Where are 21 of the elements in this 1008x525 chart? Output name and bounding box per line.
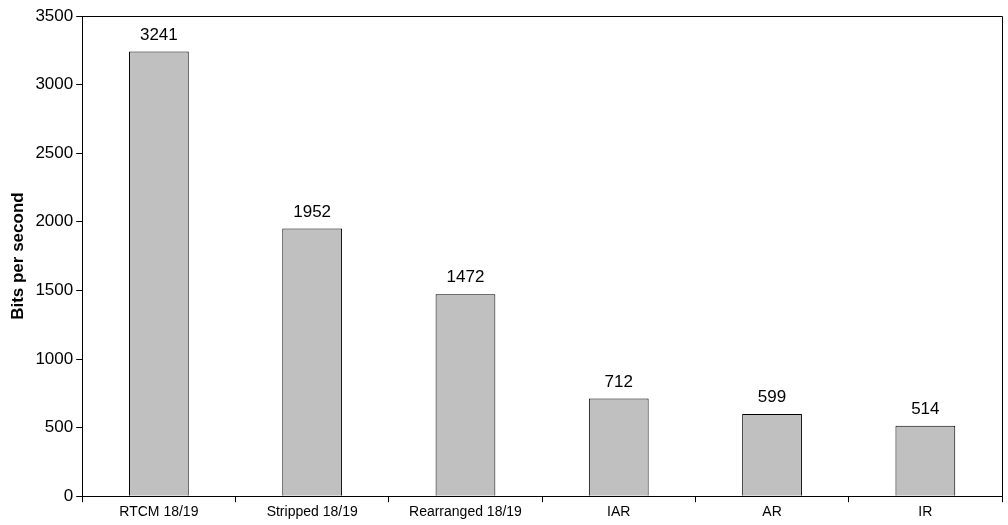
y-tick-label: 1000 [35, 348, 74, 368]
x-tick-label: IAR [607, 503, 631, 520]
x-tick-label: Stripped 18/19 [266, 503, 358, 520]
data-label: 514 [911, 398, 940, 418]
y-tick-label: 1500 [35, 280, 74, 300]
data-label: 1472 [446, 267, 485, 287]
x-tick-label: Rearranged 18/19 [409, 503, 523, 520]
y-tick-label: 3000 [35, 74, 74, 94]
data-label: 712 [604, 371, 633, 391]
y-axis-title: Bits per second [7, 192, 27, 320]
data-label: 599 [757, 387, 787, 407]
y-tick-label: 500 [44, 417, 74, 437]
data-label: 3241 [139, 24, 178, 44]
y-tick-label: 0 [63, 485, 74, 505]
y-tick-label: 2000 [35, 211, 74, 231]
y-tick-label: 3500 [35, 5, 74, 25]
x-tick-label: RTCM 18/19 [119, 503, 199, 520]
x-tick-label: AR [762, 503, 782, 520]
x-tick-label: IR [918, 503, 933, 520]
data-label: 1952 [293, 201, 332, 221]
y-tick-label: 2500 [35, 142, 74, 162]
